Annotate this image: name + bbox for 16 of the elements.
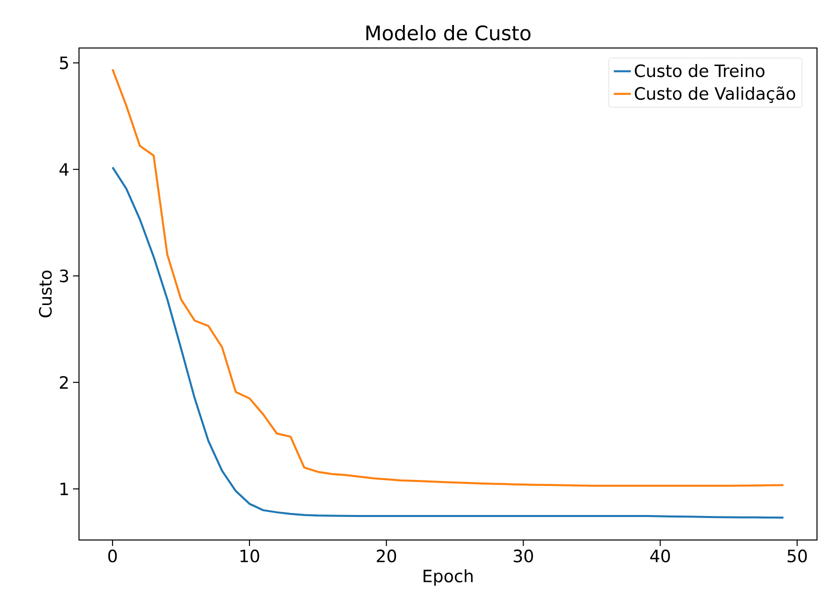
y-tick-label: 4 — [59, 163, 69, 176]
x-axis-title: Epoch — [424, 569, 473, 586]
x-tick-label: 0 — [108, 550, 117, 562]
y-tick-label: 2 — [60, 376, 68, 389]
x-tick-label: 50 — [788, 550, 807, 562]
y-tick-label: 5 — [60, 56, 68, 70]
x-tick-label: 10 — [240, 550, 260, 562]
legend-label: Custo de Treino — [634, 64, 764, 78]
y-tick-label: 3 — [60, 269, 68, 282]
x-tick-label: 20 — [376, 550, 396, 562]
x-tick-label: 40 — [650, 550, 670, 562]
legend-label: Custo de Validação — [634, 86, 796, 103]
y-axis-title: Custo — [38, 270, 52, 318]
y-tick-label: 1 — [60, 482, 68, 496]
chart-title: Modelo de Custo — [366, 24, 530, 40]
x-tick-label: 30 — [514, 550, 533, 562]
